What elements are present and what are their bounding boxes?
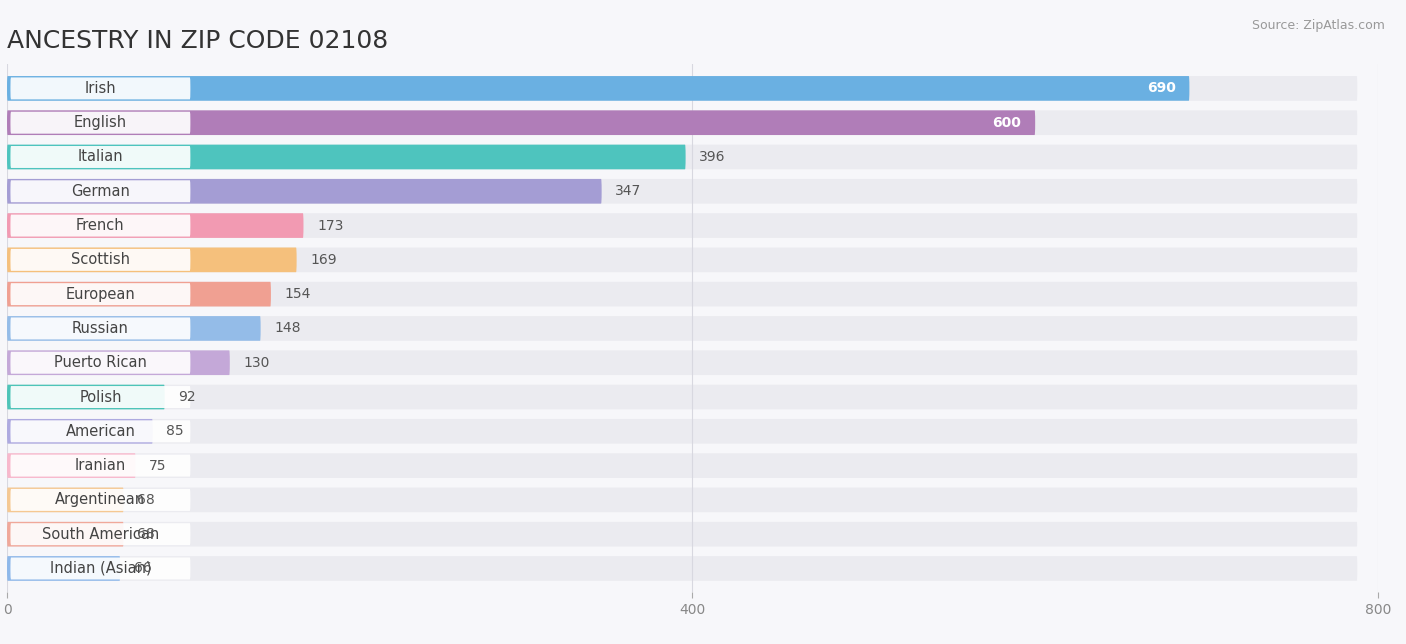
Text: 169: 169 (311, 253, 337, 267)
FancyBboxPatch shape (7, 520, 1378, 549)
FancyBboxPatch shape (10, 523, 190, 545)
FancyBboxPatch shape (7, 453, 135, 478)
FancyBboxPatch shape (7, 145, 686, 169)
FancyBboxPatch shape (7, 384, 165, 410)
Text: Puerto Rican: Puerto Rican (53, 355, 146, 370)
FancyBboxPatch shape (10, 249, 190, 271)
FancyBboxPatch shape (10, 558, 190, 580)
FancyBboxPatch shape (7, 522, 1357, 547)
Text: 68: 68 (138, 493, 155, 507)
Text: Italian: Italian (77, 149, 124, 164)
FancyBboxPatch shape (10, 421, 190, 442)
FancyBboxPatch shape (10, 489, 190, 511)
Text: Source: ZipAtlas.com: Source: ZipAtlas.com (1251, 19, 1385, 32)
FancyBboxPatch shape (7, 213, 304, 238)
FancyBboxPatch shape (10, 111, 190, 134)
Text: 154: 154 (284, 287, 311, 301)
Text: French: French (76, 218, 125, 233)
FancyBboxPatch shape (7, 110, 1357, 135)
Text: 690: 690 (1147, 81, 1175, 95)
FancyBboxPatch shape (7, 76, 1357, 100)
FancyBboxPatch shape (10, 77, 190, 99)
FancyBboxPatch shape (7, 522, 124, 547)
Text: South American: South American (42, 527, 159, 542)
Text: 148: 148 (274, 321, 301, 336)
Text: Polish: Polish (79, 390, 122, 404)
Text: 85: 85 (166, 424, 184, 439)
FancyBboxPatch shape (10, 352, 190, 374)
FancyBboxPatch shape (7, 486, 1378, 515)
Text: 173: 173 (318, 218, 343, 232)
Text: Indian (Asian): Indian (Asian) (49, 561, 152, 576)
FancyBboxPatch shape (7, 384, 1357, 410)
FancyBboxPatch shape (7, 554, 1378, 583)
FancyBboxPatch shape (7, 110, 1035, 135)
FancyBboxPatch shape (7, 279, 1378, 308)
FancyBboxPatch shape (7, 316, 260, 341)
FancyBboxPatch shape (7, 350, 229, 375)
Text: 347: 347 (616, 184, 641, 198)
FancyBboxPatch shape (10, 317, 190, 339)
Text: German: German (70, 184, 129, 199)
Text: English: English (75, 115, 127, 130)
FancyBboxPatch shape (7, 488, 1357, 512)
FancyBboxPatch shape (10, 180, 190, 202)
FancyBboxPatch shape (7, 451, 1378, 480)
FancyBboxPatch shape (7, 179, 1357, 204)
FancyBboxPatch shape (7, 247, 297, 272)
Text: 66: 66 (134, 562, 152, 576)
FancyBboxPatch shape (10, 283, 190, 305)
Text: Argentinean: Argentinean (55, 493, 145, 507)
Text: Iranian: Iranian (75, 458, 127, 473)
FancyBboxPatch shape (7, 348, 1378, 377)
Text: Irish: Irish (84, 81, 117, 96)
FancyBboxPatch shape (7, 282, 271, 307)
Text: European: European (66, 287, 135, 301)
Text: 600: 600 (993, 116, 1021, 129)
Text: 68: 68 (138, 527, 155, 541)
FancyBboxPatch shape (7, 419, 1357, 444)
FancyBboxPatch shape (7, 453, 1357, 478)
Text: ANCESTRY IN ZIP CODE 02108: ANCESTRY IN ZIP CODE 02108 (7, 29, 388, 53)
FancyBboxPatch shape (7, 177, 1378, 205)
FancyBboxPatch shape (10, 214, 190, 236)
FancyBboxPatch shape (7, 76, 1189, 100)
FancyBboxPatch shape (7, 419, 153, 444)
FancyBboxPatch shape (7, 383, 1378, 412)
FancyBboxPatch shape (10, 455, 190, 477)
Text: 396: 396 (699, 150, 725, 164)
FancyBboxPatch shape (7, 488, 124, 512)
FancyBboxPatch shape (7, 556, 1357, 581)
FancyBboxPatch shape (10, 386, 190, 408)
FancyBboxPatch shape (7, 145, 1357, 169)
FancyBboxPatch shape (7, 245, 1378, 274)
FancyBboxPatch shape (7, 108, 1378, 137)
Text: Russian: Russian (72, 321, 129, 336)
FancyBboxPatch shape (7, 142, 1378, 171)
FancyBboxPatch shape (7, 247, 1357, 272)
Text: 92: 92 (179, 390, 195, 404)
Text: Scottish: Scottish (70, 252, 129, 267)
FancyBboxPatch shape (7, 314, 1378, 343)
FancyBboxPatch shape (7, 282, 1357, 307)
FancyBboxPatch shape (7, 350, 1357, 375)
FancyBboxPatch shape (7, 213, 1357, 238)
Text: 130: 130 (243, 355, 270, 370)
FancyBboxPatch shape (7, 211, 1378, 240)
FancyBboxPatch shape (7, 417, 1378, 446)
FancyBboxPatch shape (7, 179, 602, 204)
FancyBboxPatch shape (7, 74, 1378, 103)
FancyBboxPatch shape (7, 556, 120, 581)
FancyBboxPatch shape (10, 146, 190, 168)
Text: 75: 75 (149, 459, 167, 473)
FancyBboxPatch shape (7, 316, 1357, 341)
Text: American: American (66, 424, 135, 439)
